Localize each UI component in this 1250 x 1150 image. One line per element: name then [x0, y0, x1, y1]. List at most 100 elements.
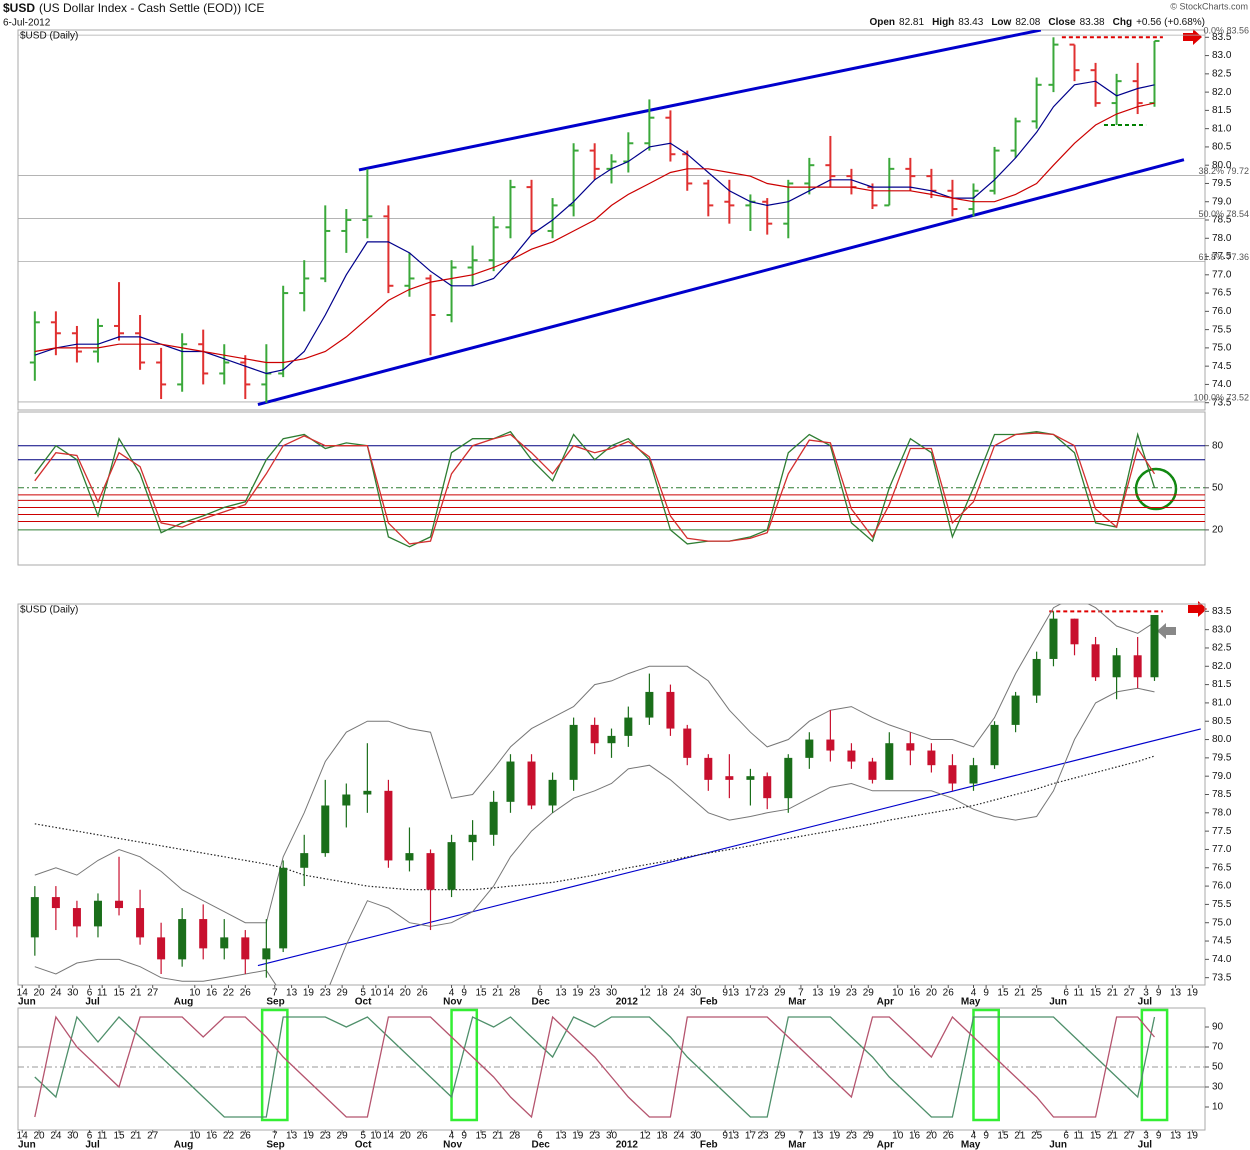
candle-body	[826, 739, 835, 751]
x-tick-label: 4	[449, 988, 455, 999]
x-tick-label: 7	[798, 1131, 804, 1142]
y-tick-label: 81.0	[1212, 698, 1232, 709]
x-tick-label: 4	[971, 1131, 977, 1142]
candle-body	[948, 765, 957, 784]
candle-body	[178, 919, 187, 960]
x-tick-label: 30	[690, 988, 702, 999]
y-tick-label: 79.0	[1212, 196, 1232, 207]
candle-body	[136, 908, 145, 938]
y-tick-label: 81.5	[1212, 105, 1232, 116]
x-tick-label: 30	[606, 1131, 618, 1142]
month-label: Jul	[1138, 1140, 1153, 1150]
y-tick-label: 78.5	[1212, 789, 1232, 800]
x-tick-label: 23	[589, 1131, 601, 1142]
x-tick-label: 7	[272, 988, 278, 999]
x-tick-label: 14	[17, 988, 29, 999]
x-tick-label: 17	[745, 988, 757, 999]
candle-body	[405, 853, 414, 861]
credit: © StockCharts.com	[1170, 1, 1248, 11]
x-tick-label: 28	[509, 1131, 521, 1142]
x-tick-label: 6	[1063, 988, 1069, 999]
y-tick-label: 81.5	[1212, 679, 1232, 690]
plot-area	[18, 430, 1205, 548]
x-tick-label: 23	[757, 1131, 769, 1142]
x-tick-label: 26	[240, 1131, 252, 1142]
month-label: 2012	[616, 997, 639, 1008]
x-tick-label: 19	[303, 1131, 315, 1142]
candle-body	[645, 691, 654, 718]
fib-label: 0.0% 83.56	[1203, 25, 1249, 35]
y-tick-label: 80.0	[1212, 734, 1232, 745]
x-tick-label: 15	[997, 988, 1009, 999]
y-tick-label: 81.0	[1212, 123, 1232, 134]
x-tick-label: 9	[461, 1131, 467, 1142]
x-tick-label: 14	[383, 1131, 395, 1142]
x-tick-label: 25	[1031, 988, 1043, 999]
x-tick-label: 26	[240, 988, 252, 999]
trendline	[257, 728, 1201, 967]
candle-body	[447, 842, 456, 890]
candle-body	[363, 790, 372, 795]
x-tick-label: 19	[1187, 1131, 1199, 1142]
x-tick-label: 22	[223, 988, 235, 999]
x-tick-label: 9	[983, 1131, 989, 1142]
x-tick-label: 19	[572, 1131, 584, 1142]
x-tick-label: 26	[417, 1131, 429, 1142]
x-tick-label: 15	[113, 988, 125, 999]
x-tick-label: 24	[673, 1131, 685, 1142]
y-tick-label: 73.5	[1212, 397, 1232, 408]
x-tick-label: 13	[286, 1131, 298, 1142]
x-tick-label: 21	[1014, 1131, 1026, 1142]
x-tick-label: 24	[673, 988, 685, 999]
quote-value: 82.08	[1015, 17, 1040, 28]
quote-label: Chg	[1113, 17, 1132, 28]
candle-body	[279, 867, 288, 949]
x-tick-label: 21	[130, 1131, 142, 1142]
month-label: Nov	[443, 997, 462, 1008]
arrow-right	[1183, 29, 1202, 45]
highlight-box	[260, 1008, 289, 1122]
candle-body	[927, 750, 936, 766]
fib-label: 50.0% 78.54	[1198, 209, 1249, 219]
candle-body	[72, 908, 81, 927]
y-tick-label: 73.5	[1212, 972, 1232, 983]
moving-average	[34, 102, 1155, 364]
candle-body	[199, 919, 208, 949]
candle-body	[1133, 655, 1142, 678]
x-tick-label: 9	[722, 1131, 728, 1142]
y-tick-label: 20	[1212, 525, 1224, 536]
panel-frame	[17, 411, 1206, 566]
x-tick-label: 9	[461, 988, 467, 999]
candle-body	[489, 801, 498, 835]
x-tick-label: 18	[656, 1131, 668, 1142]
quote-label: Close	[1048, 17, 1076, 28]
y-tick-label: 76.0	[1212, 306, 1232, 317]
moving-average	[34, 755, 1155, 891]
month-label: Jun	[1049, 997, 1067, 1008]
x-tick-label: 10	[189, 1131, 201, 1142]
candle-body	[342, 794, 351, 806]
chart-title: $USD (US Dollar Index - Cash Settle (EOD)…	[3, 1, 264, 15]
candle-body	[607, 735, 616, 744]
y-tick-label: 76.5	[1212, 862, 1232, 873]
candle-body	[115, 900, 124, 909]
x-tick-label: 24	[50, 1131, 62, 1142]
candle-body	[1049, 618, 1058, 659]
x-tick-label: 20	[400, 988, 412, 999]
x-tick-label: 13	[1170, 1131, 1182, 1142]
y-tick-label: 83.5	[1212, 32, 1232, 43]
x-tick-label: 21	[492, 1131, 504, 1142]
candle-body	[784, 757, 793, 799]
x-tick-label: 3	[1143, 988, 1149, 999]
x-tick-label: 20	[926, 1131, 938, 1142]
highlight-circle	[1134, 467, 1178, 511]
x-tick-label: 21	[130, 988, 142, 999]
candle-body	[527, 761, 536, 806]
candle-body	[969, 765, 978, 784]
quote-label: High	[932, 17, 954, 28]
month-label: Feb	[700, 997, 718, 1008]
y-tick-label: 77.5	[1212, 251, 1232, 262]
x-tick-label: 15	[1090, 988, 1102, 999]
x-tick-label: 7	[272, 1131, 278, 1142]
